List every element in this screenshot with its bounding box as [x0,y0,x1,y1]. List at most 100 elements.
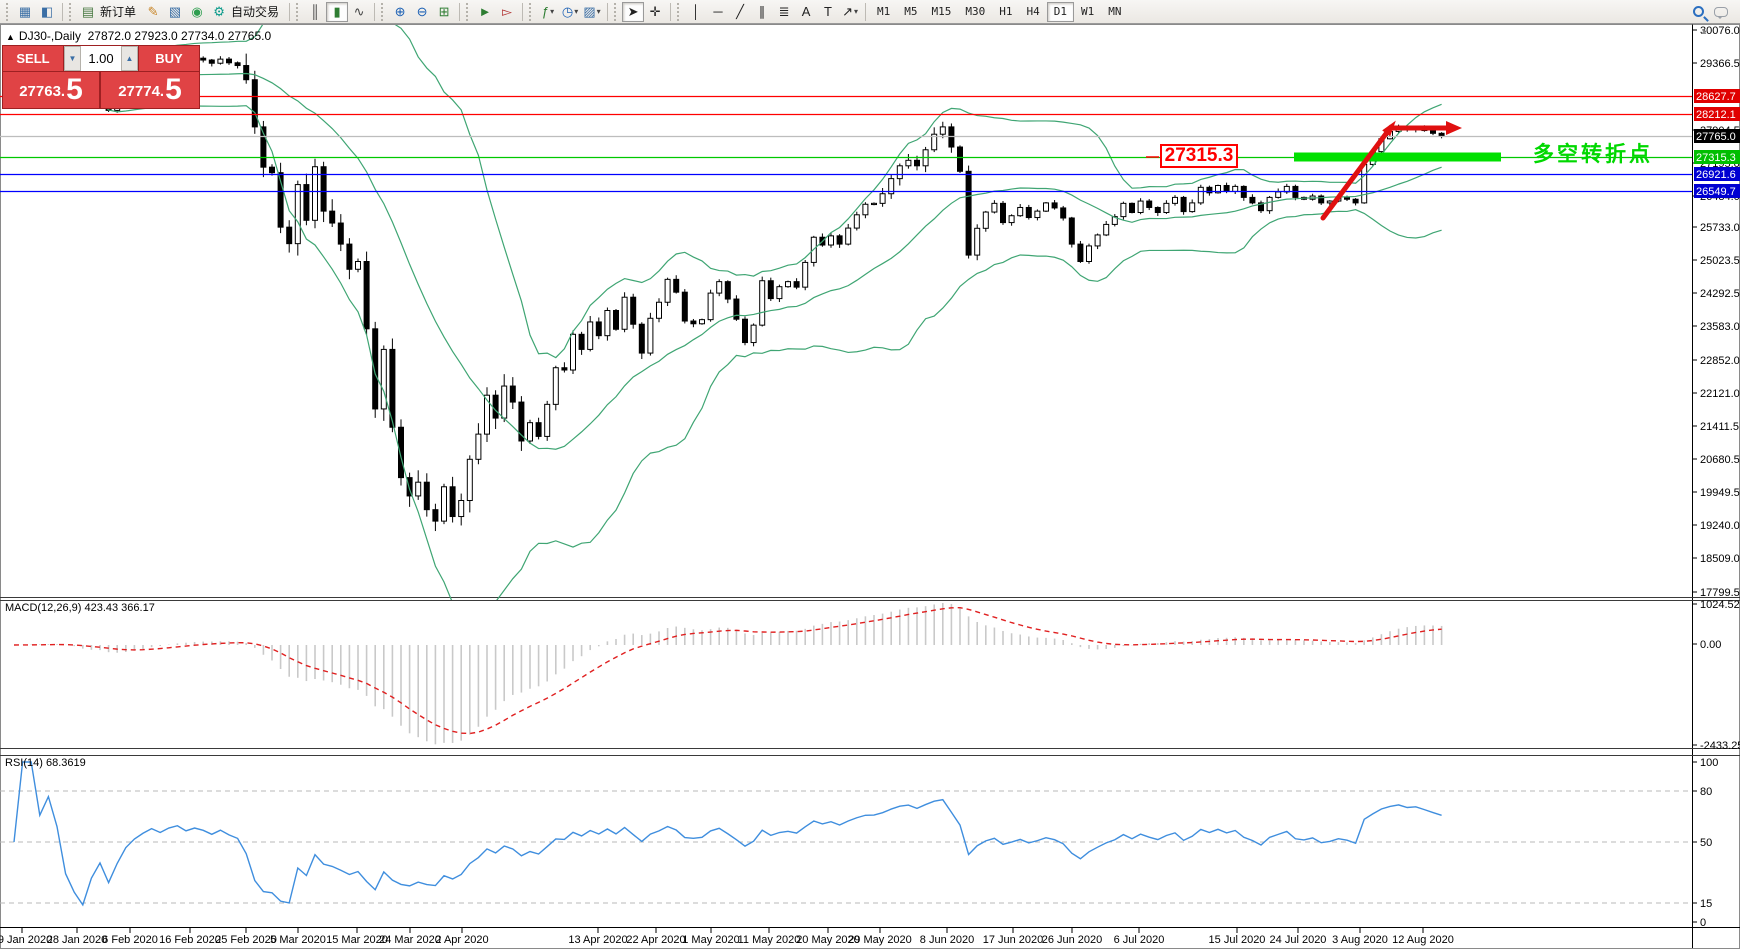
candle-body [931,133,938,151]
date-label[interactable]: 1 May 2020 [682,934,739,946]
line-chart-mode-icon[interactable]: ∿ [353,3,365,19]
horizontal-line-icon[interactable]: ─ [713,4,723,19]
date-label[interactable]: 20 May 2020 [796,934,860,946]
signals-icon[interactable]: ◉ [191,3,203,19]
price-badge[interactable] [1694,184,1740,198]
date-label[interactable]: 6 Jul 2020 [1114,934,1165,946]
vertical-line-icon[interactable]: │ [691,4,701,19]
caret-down-icon[interactable]: ▾ [853,7,858,16]
date-label[interactable]: 5 Mar 2020 [270,934,326,946]
support-zone-bar[interactable] [1294,152,1501,162]
macd-pane[interactable] [13,603,1443,745]
sell-price[interactable]: 27763. 5 [3,72,101,108]
date-label[interactable]: 17 Jun 2020 [983,934,1044,946]
caret-down-icon[interactable]: ▾ [596,7,601,16]
date-label[interactable]: 15 Mar 2020 [326,934,388,946]
candle-body [518,401,525,442]
candle-body [1086,245,1092,263]
candle-body [1120,202,1127,218]
autotrade-label[interactable]: 自动交易 [231,5,280,19]
timeframe-d1[interactable]: D1 [1046,1,1075,22]
cursor-icon[interactable]: ➤ [622,1,645,22]
buy-button[interactable]: BUY [139,46,199,71]
volume-input[interactable]: 1.00 [81,46,121,71]
trendline-icon[interactable]: ╱ [736,3,744,19]
macd-tick-label: 0.00 [1700,639,1721,651]
date-label[interactable]: 8 Jun 2020 [920,934,974,946]
price-tick-label: 25023.5 [1700,255,1740,267]
date-label[interactable]: 26 Jun 2020 [1042,934,1103,946]
chart-shift-icon[interactable]: ▻ [502,3,513,19]
date-label[interactable]: 22 Apr 2020 [626,934,685,946]
search-icon[interactable] [1693,6,1704,17]
price-badge[interactable] [1694,89,1740,103]
arrows-tool-icon[interactable]: ↗ ▾ [842,3,858,19]
buy-price[interactable]: 27774. 5 [101,72,199,108]
autotrade-icon[interactable]: ⚙ [213,3,225,19]
price-level-annotation[interactable]: 27315.3 [1160,144,1238,168]
date-label[interactable]: 12 Aug 2020 [1392,934,1454,946]
volume-down-icon[interactable]: ▼ [64,46,81,71]
zoom-in-icon[interactable]: ⊕ [394,3,406,19]
timeframe-h4[interactable]: H4 [1026,5,1040,18]
panel-collapse-icon[interactable]: ▲ [1700,27,1708,36]
crosshair-icon[interactable]: ✛ [649,3,661,19]
date-label[interactable]: 28 Jan 2020 [47,934,108,946]
rsi-pane[interactable] [13,761,1442,907]
date-label[interactable]: 6 Feb 2020 [102,934,158,946]
timeframe-m1[interactable]: M1 [877,5,891,18]
chart-window-icon[interactable]: ▧ [168,3,182,19]
date-label[interactable]: 2 Apr 2020 [435,934,488,946]
sell-button[interactable]: SELL [3,46,63,71]
auto-scroll-icon[interactable]: ► [478,4,492,19]
new-order-label[interactable]: 新订单 [100,5,137,19]
timeframe-m5[interactable]: M5 [904,5,918,18]
caret-down-icon[interactable]: ▾ [574,7,579,16]
crayon-icon[interactable]: ✎ [147,3,159,19]
date-label[interactable]: 16 Feb 2020 [159,934,221,946]
volume-up-icon[interactable]: ▲ [121,46,138,71]
date-label[interactable]: 13 Apr 2020 [568,934,627,946]
indicators-icon[interactable]: ƒ ▾ [541,4,555,19]
equidistant-channel-icon[interactable]: ∥ [758,3,766,19]
timeframe-m30[interactable]: M30 [965,5,986,18]
market-watch-icon[interactable]: ▦ [18,3,32,19]
bar-chart-mode-icon[interactable]: ║ [310,4,320,19]
date-label[interactable]: 25 Feb 2020 [215,934,277,946]
candle-body [1430,130,1436,134]
candle-body [759,280,766,326]
templates-icon[interactable]: ▨ ▾ [583,3,601,19]
text-label-icon[interactable]: T [824,4,832,19]
macd-tick-label: -2433.25 [1700,740,1740,752]
main-pane[interactable] [11,0,1445,622]
caret-down-icon[interactable]: ▾ [550,7,555,16]
new-order-icon[interactable]: ▤ [81,3,95,19]
date-label[interactable]: 11 May 2020 [738,934,801,946]
date-label[interactable]: 19 Jan 2020 [0,934,52,946]
candle-mode-icon[interactable]: ▮ [326,1,349,22]
candle-body [724,281,731,300]
date-label[interactable]: 24 Mar 2020 [379,934,441,946]
price-badge[interactable] [1694,107,1740,121]
date-label[interactable]: 15 Jul 2020 [1209,934,1266,946]
data-window-icon[interactable]: ◧ [40,3,54,19]
date-label[interactable]: 24 Jul 2020 [1270,934,1327,946]
timeframe-h1[interactable]: H1 [999,5,1013,18]
date-label[interactable]: 3 Aug 2020 [1332,934,1388,946]
community-chat-icon[interactable] [1714,6,1728,19]
timeframe-mn[interactable]: MN [1108,5,1122,18]
price-badge[interactable] [1694,129,1740,143]
tile-windows-icon[interactable]: ⊞ [438,3,450,19]
timeframe-m15[interactable]: M15 [931,5,952,18]
periods-icon[interactable]: ◷ ▾ [561,3,579,19]
fibonacci-icon[interactable]: ≣ [778,3,790,19]
trend-arrow-diagonal[interactable] [1320,124,1394,221]
symbol-collapse-icon[interactable]: ▲ [6,32,15,42]
text-icon[interactable]: A [801,4,811,19]
price-badge[interactable] [1694,150,1740,164]
price-badge[interactable] [1694,167,1740,181]
timeframe-w1[interactable]: W1 [1081,5,1095,18]
date-label[interactable]: 29 May 2020 [848,934,912,946]
zoom-out-icon[interactable]: ⊖ [416,3,428,19]
